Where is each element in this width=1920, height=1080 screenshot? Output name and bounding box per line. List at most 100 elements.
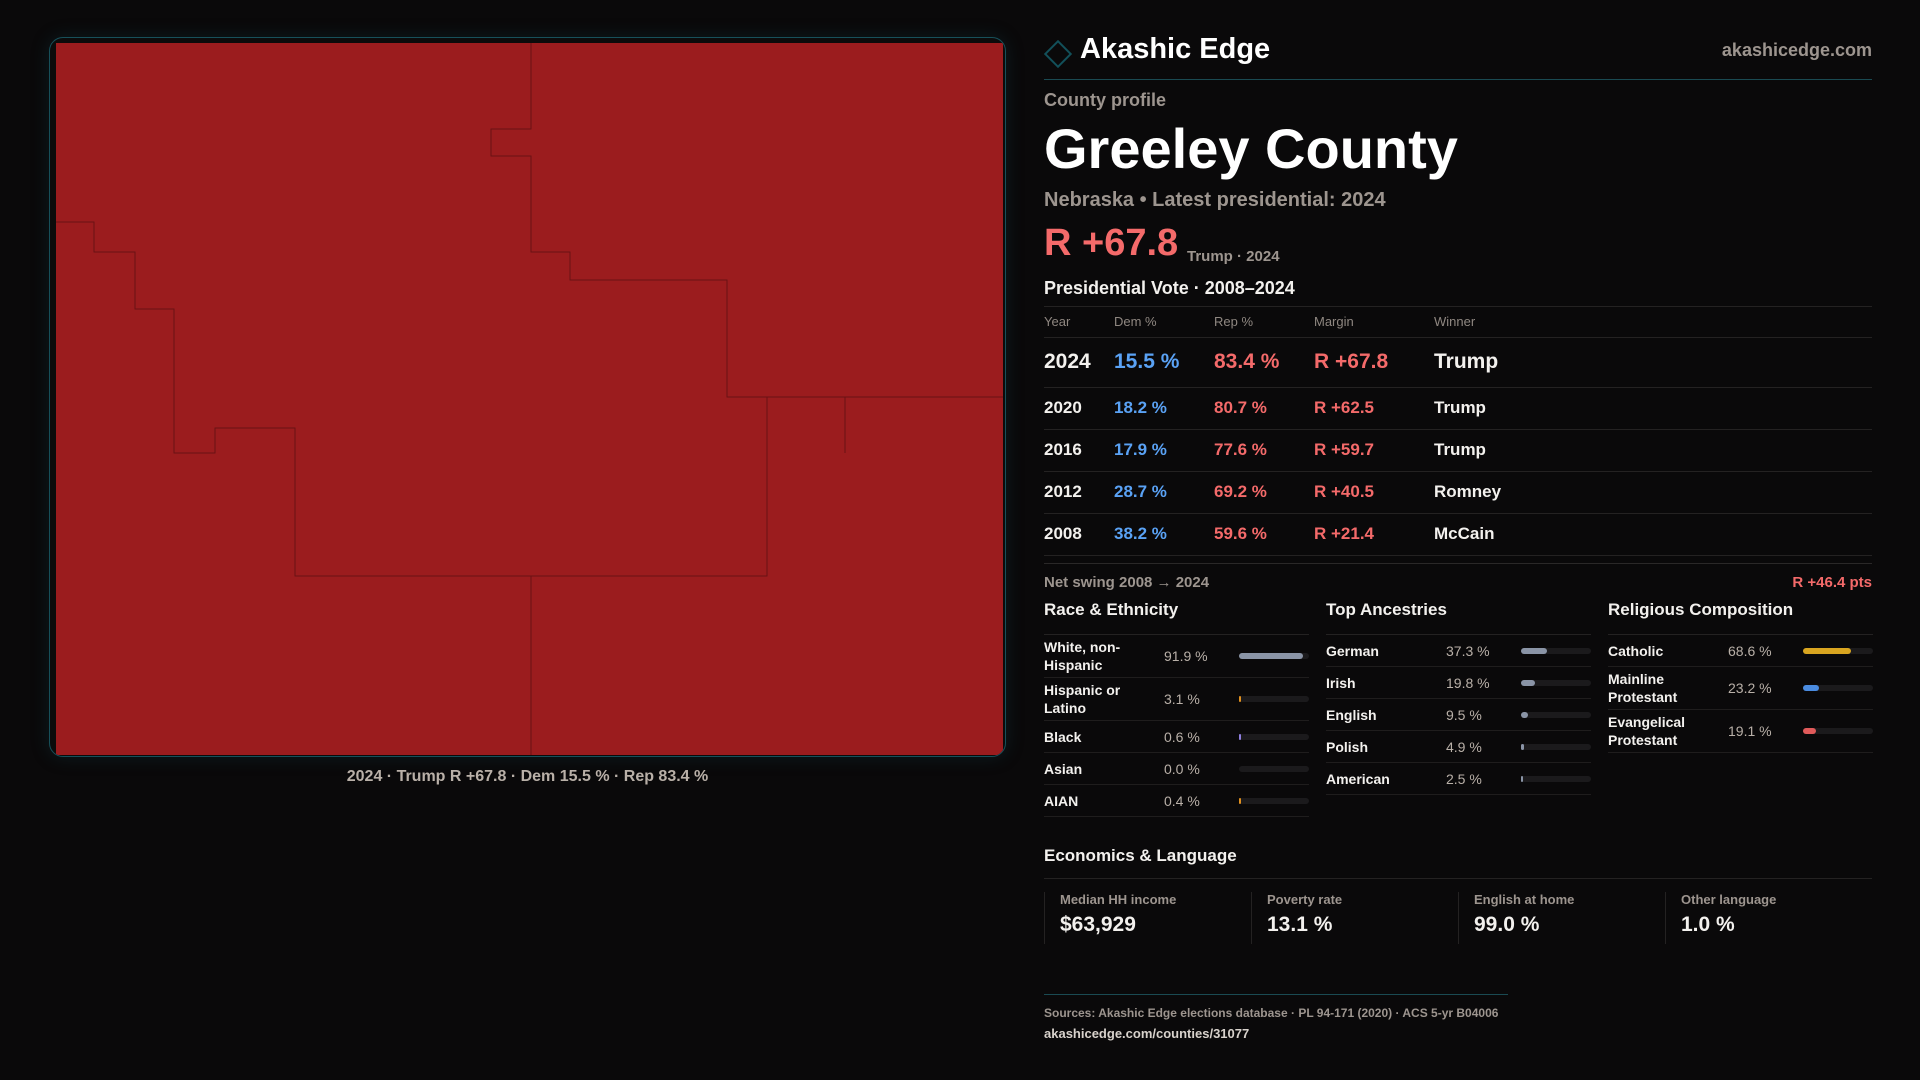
bar-fill [1803, 647, 1852, 654]
row-bar [1239, 696, 1309, 702]
row-bar [1803, 728, 1873, 734]
sources: Sources: Akashic Edge elections database… [1044, 1006, 1499, 1020]
stat-value: $63,929 [1060, 913, 1136, 936]
bar-fill [1521, 647, 1548, 654]
cell-rep: 69.2 % [1214, 471, 1314, 514]
vote-row: 2016 17.9 % 77.6 % R +59.7 Trump [1044, 429, 1872, 472]
demographic-row: Asian 0.0 % [1044, 753, 1309, 785]
cell-winner: Trump [1434, 337, 1872, 388]
stat-card: Poverty rate 13.1 % [1251, 892, 1458, 944]
subtitle: Nebraska • Latest presidential: 2024 [1044, 189, 1386, 211]
cell-rep: 83.4 % [1214, 337, 1314, 388]
margin-note: Trump · 2024 [1187, 248, 1280, 265]
row-bar [1239, 653, 1309, 659]
demographic-row: English 9.5 % [1326, 699, 1591, 731]
demographic-row: German 37.3 % [1326, 635, 1591, 667]
eyebrow: County profile [1044, 90, 1166, 110]
row-value: 19.1 % [1728, 723, 1772, 739]
col-dem: Dem % [1114, 307, 1214, 338]
row-value: 19.8 % [1446, 674, 1490, 691]
cell-dem: 28.7 % [1114, 471, 1214, 514]
source-url[interactable]: akashicedge.com/counties/31077 [1044, 1026, 1250, 1041]
row-value: 0.0 % [1164, 760, 1200, 777]
vote-row: 2008 38.2 % 59.6 % R +21.4 McCain [1044, 513, 1872, 556]
row-label: German [1326, 642, 1379, 659]
bar-fill [1803, 685, 1820, 691]
demographic-row: Catholic 68.6 % [1608, 635, 1873, 667]
row-label: Evangelical Protestant [1608, 714, 1686, 748]
row-label: Hispanic or Latino [1044, 682, 1121, 716]
row-bar [1521, 743, 1591, 750]
row-label: Mainline Protestant [1608, 671, 1678, 705]
votes-table: Year Dem % Rep % Margin Winner 2024 15.5 … [1044, 307, 1872, 556]
section-title: Top Ancestries [1326, 600, 1591, 635]
demographic-row: White, non-Hispanic 91.9 % [1044, 635, 1309, 678]
row-label: American [1326, 770, 1390, 787]
row-value: 3.1 % [1164, 691, 1200, 707]
row-bar [1803, 685, 1873, 691]
page-title: Greeley County [1044, 117, 1458, 180]
cell-rep: 59.6 % [1214, 513, 1314, 556]
site-link[interactable]: akashicedge.com [1721, 40, 1872, 60]
row-label: AIAN [1044, 792, 1079, 809]
bar-fill [1239, 797, 1241, 804]
bar-fill [1521, 679, 1535, 686]
stat-card: English at home 99.0 % [1458, 892, 1665, 944]
section-title: Religious Composition [1608, 600, 1873, 635]
stat-card: Other language 1.0 % [1665, 892, 1872, 944]
cell-rep: 80.7 % [1214, 387, 1314, 430]
stat-label: Median HH income [1060, 892, 1177, 907]
headline-margin: R +67.8 [1044, 222, 1179, 264]
economics-title: Economics & Language [1044, 846, 1872, 879]
demographic-row: Mainline Protestant 23.2 % [1608, 667, 1873, 710]
cell-dem: 18.2 % [1114, 387, 1214, 430]
bar-fill [1239, 653, 1304, 659]
row-value: 23.2 % [1728, 680, 1772, 696]
bar-fill [1239, 733, 1241, 740]
row-value: 91.9 % [1164, 648, 1208, 664]
vote-row: 2024 15.5 % 83.4 % R +67.8 Trump [1044, 337, 1872, 388]
cell-winner: McCain [1434, 513, 1872, 556]
row-label: Catholic [1608, 642, 1664, 659]
row-label: Asian [1044, 760, 1083, 777]
bar-fill [1521, 775, 1523, 782]
row-value: 37.3 % [1446, 642, 1490, 659]
row-value: 0.6 % [1164, 728, 1200, 745]
votes-table-wrap: Year Dem % Rep % Margin Winner 2024 15.5 … [1044, 306, 1872, 556]
stat-value: 1.0 % [1681, 913, 1735, 936]
row-bar [1521, 775, 1591, 782]
row-bar [1521, 647, 1591, 654]
row-label: Irish [1326, 674, 1356, 691]
county-shape[interactable] [56, 43, 1003, 755]
demographic-row: AIAN 0.4 % [1044, 785, 1309, 817]
diamond-logo-icon [1043, 39, 1073, 69]
col-year: Year [1044, 307, 1114, 338]
county-map[interactable] [49, 37, 1006, 757]
col-winner: Winner [1434, 307, 1872, 338]
cell-dem: 38.2 % [1114, 513, 1214, 556]
stat-value: 99.0 % [1474, 913, 1540, 936]
row-label: English [1326, 706, 1377, 723]
cell-margin: R +59.7 [1314, 429, 1434, 472]
row-bar [1521, 679, 1591, 686]
cell-year: 2008 [1044, 513, 1114, 556]
demographic-row: Hispanic or Latino 3.1 % [1044, 678, 1309, 721]
cell-dem: 17.9 % [1114, 429, 1214, 472]
row-bar [1239, 797, 1309, 804]
vote-row: 2020 18.2 % 80.7 % R +62.5 Trump [1044, 387, 1872, 430]
precinct-boundaries [56, 43, 1003, 755]
stat-label: Other language [1681, 892, 1777, 907]
demographic-section: Race & Ethnicity White, non-Hispanic 91.9 … [1044, 600, 1309, 817]
bar-fill [1521, 711, 1528, 718]
stat-label: Poverty rate [1267, 892, 1343, 907]
row-value: 0.4 % [1164, 792, 1200, 809]
cell-margin: R +67.8 [1314, 337, 1434, 388]
row-bar [1239, 765, 1309, 772]
stat-card: Median HH income $63,929 [1044, 892, 1251, 944]
demographic-section: Top Ancestries German 37.3 % Irish 19.8 % Eng… [1326, 600, 1591, 795]
row-bar [1239, 733, 1309, 740]
col-margin: Margin [1314, 307, 1434, 338]
map-caption: 2024 · Trump R +67.8 · Dem 15.5 % · Rep … [346, 768, 709, 785]
cell-year: 2020 [1044, 387, 1114, 430]
cell-margin: R +21.4 [1314, 513, 1434, 556]
